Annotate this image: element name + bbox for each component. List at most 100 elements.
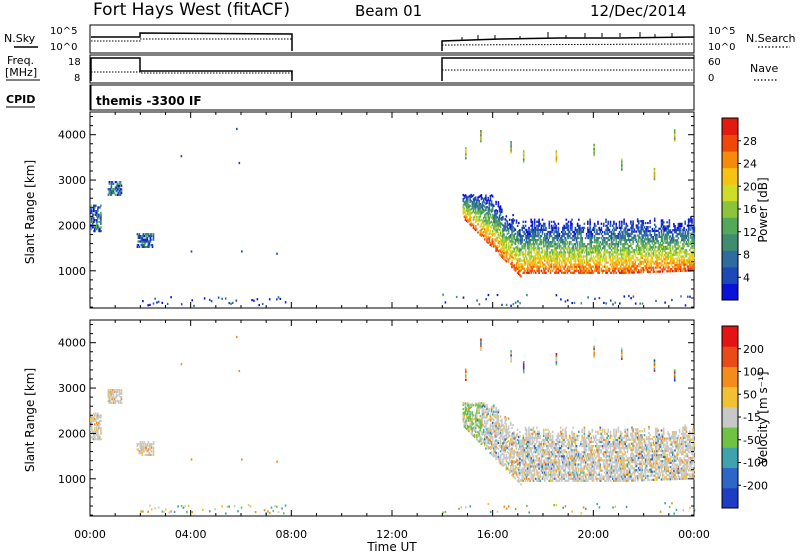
radar-echo-pixel [494,422,496,425]
radar-echo-pixel [612,247,614,250]
radar-echo-pixel [579,265,581,268]
radar-echo-pixel [623,295,626,298]
radar-echo-pixel [148,235,151,238]
radar-echo-pixel [556,251,559,254]
radar-echo-pixel [495,209,497,212]
radar-echo-pixel [538,461,540,464]
radar-echo-pixel [599,247,602,250]
radar-echo-pixel [511,239,513,242]
radar-echo-pixel [643,240,646,243]
radar-echo-pixel [566,228,569,231]
radar-echo-pixel [527,247,529,250]
radar-echo-pixel [523,451,526,454]
radar-echo-pixel [633,248,636,252]
radar-echo-pixel [557,434,560,437]
radar-echo-pixel [644,242,647,245]
radar-echo-pixel [544,263,546,266]
radar-echo-pixel [489,441,492,444]
radar-echo-pixel [537,261,539,264]
radar-echo-pixel [692,250,694,254]
radar-echo-pixel [605,249,607,252]
radar-echo-pixel [499,232,502,235]
radar-echo-pixel [588,271,590,274]
radar-echo-pixel [501,449,503,452]
radar-echo-pixel [92,222,94,225]
radar-echo-pixel [653,233,656,237]
radar-echo-pixel [491,217,494,220]
radar-echo-pixel [481,415,484,418]
radar-echo-pixel [478,216,480,219]
radar-echo-pixel [478,208,480,211]
radar-echo-pixel [634,253,637,256]
radar-echo-pixel [530,451,532,454]
radar-echo-pixel [485,214,487,218]
radar-echo-pixel [510,151,512,154]
radar-echo-pixel [508,257,511,260]
radar-echo-pixel [628,263,631,266]
radar-echo-pixel [691,251,693,254]
radar-echo-pixel [505,417,508,420]
radar-echo-pixel [524,249,527,252]
radar-echo-pixel [627,265,630,268]
radar-echo-pixel [497,458,500,461]
radar-echo-pixel [538,471,540,474]
radar-echo-pixel [498,245,501,248]
radar-echo-pixel [145,240,148,243]
radar-echo-pixel [478,418,480,421]
radar-echo-pixel [621,220,623,223]
radar-echo-pixel [544,438,546,442]
radar-echo-pixel [261,302,264,306]
radar-echo-pixel [144,245,147,248]
radar-echo-pixel [596,259,598,262]
radar-echo-pixel [514,442,517,445]
radar-echo-pixel [534,261,537,264]
radar-echo-pixel [496,420,498,423]
radar-echo-pixel [533,224,536,227]
radar-echo-pixel [651,252,654,255]
radar-echo-pixel [585,259,588,262]
radar-echo-pixel [644,258,647,261]
radar-echo-pixel [651,256,654,259]
radar-echo-pixel [467,196,469,199]
radar-echo-pixel [551,237,554,240]
radar-echo-pixel [528,467,530,470]
radar-echo-pixel [481,227,484,230]
radar-echo-pixel [643,226,646,229]
radar-echo-pixel [556,245,559,248]
radar-echo-pixel [147,233,150,236]
radar-echo-pixel [210,300,213,303]
radar-echo-pixel [508,441,511,444]
radar-echo-pixel [610,249,613,252]
radar-echo-pixel [108,188,111,191]
radar-echo-pixel [471,427,474,430]
radar-echo-pixel [503,253,505,256]
radar-echo-pixel [547,459,549,462]
radar-echo-pixel [640,254,642,257]
radar-echo-pixel [516,261,519,264]
radar-echo-pixel [508,469,511,472]
radar-echo-pixel [555,471,557,474]
radar-echo-pixel [513,462,515,465]
radar-echo-pixel [691,257,693,260]
radar-echo-pixel [542,222,545,225]
radar-echo-pixel [495,408,497,411]
radar-echo-pixel [587,235,589,238]
radar-echo-pixel [493,414,495,417]
radar-echo-pixel [547,465,549,468]
radar-echo-pixel [549,475,552,478]
radar-echo-pixel [538,261,540,264]
radar-echo-pixel [513,229,515,232]
radar-echo-pixel [641,220,643,223]
radar-echo-pixel [538,265,540,268]
radar-echo-pixel [503,243,505,246]
radar-echo-pixel [499,440,502,443]
radar-echo-pixel [607,228,609,231]
radar-echo-pixel [499,213,502,216]
radar-echo-pixel [661,247,664,251]
radar-echo-pixel [508,226,511,230]
radar-echo-pixel [662,256,665,259]
radar-echo-pixel [689,218,691,221]
radar-echo-pixel [661,221,664,224]
radar-echo-pixel [485,194,487,197]
radar-echo-pixel [506,228,509,231]
